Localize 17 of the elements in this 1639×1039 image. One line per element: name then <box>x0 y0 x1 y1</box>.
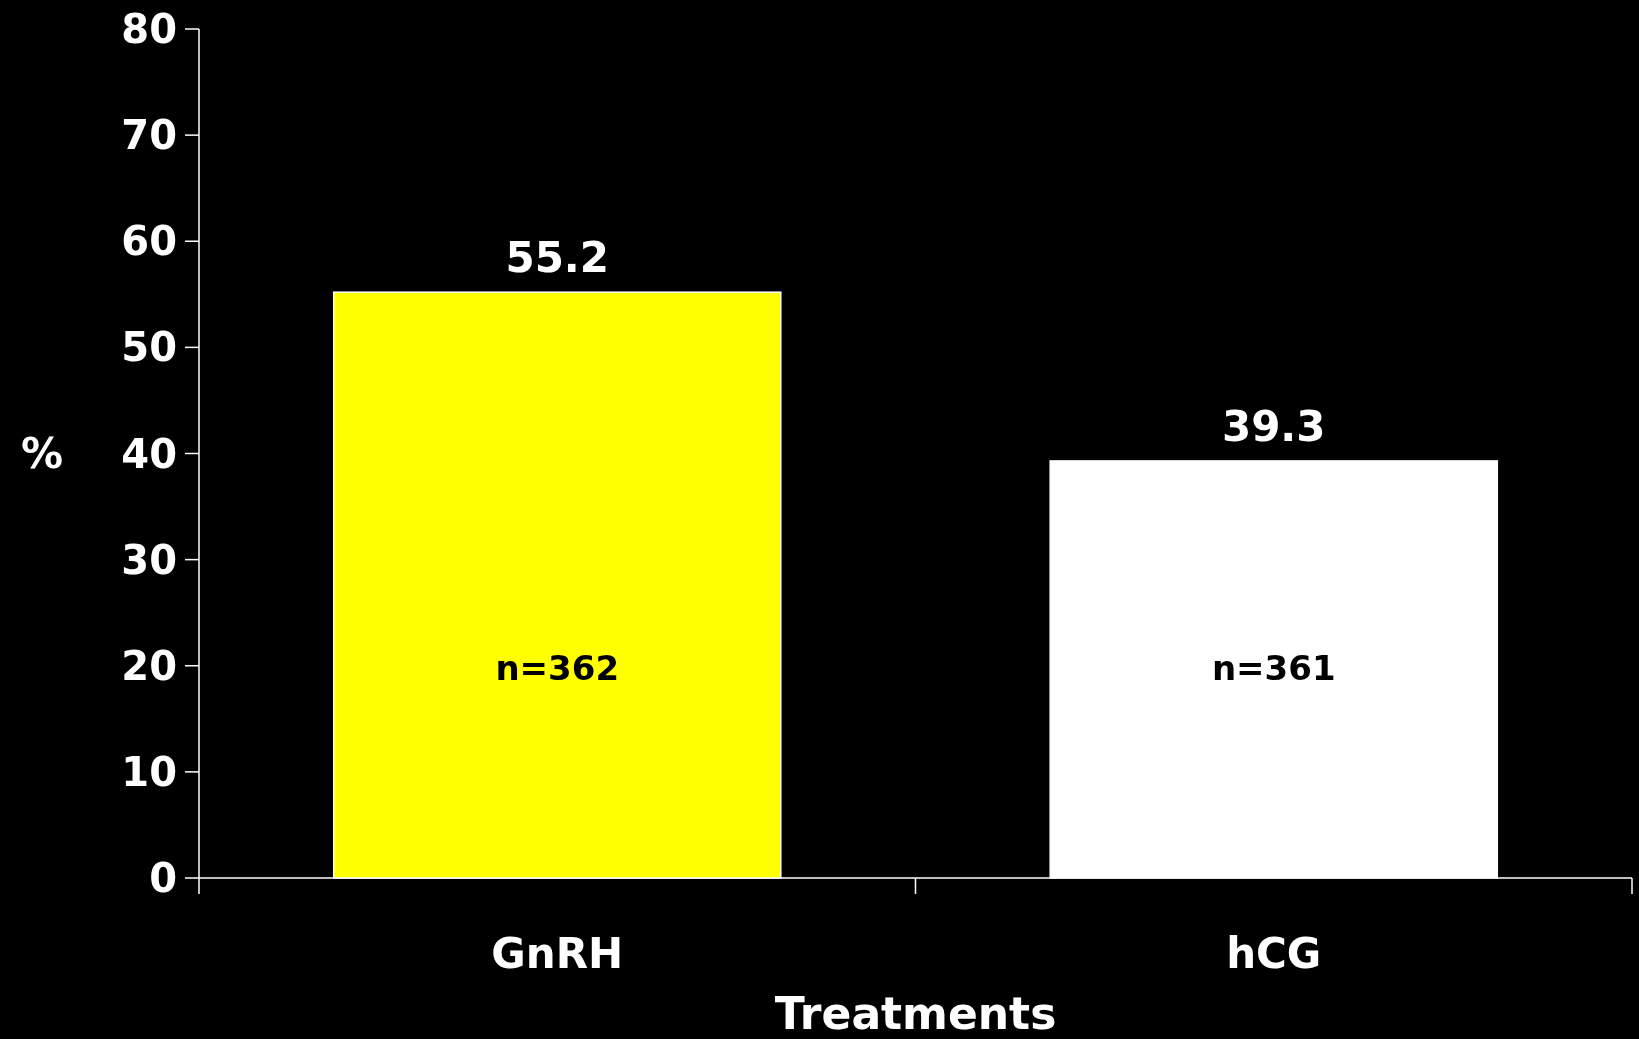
y-tick-label: 10 <box>121 748 177 795</box>
data-label: 39.3 <box>1221 401 1326 451</box>
y-tick-label: 40 <box>121 430 177 477</box>
y-axis-title: % <box>20 429 64 479</box>
y-tick-label: 70 <box>121 112 177 159</box>
y-tick-label: 80 <box>121 6 177 52</box>
x-axis-title: Treatments <box>774 988 1057 1039</box>
annotation: n=361 <box>1211 647 1336 688</box>
y-tick-label: 30 <box>121 536 177 583</box>
y-tick-label: 60 <box>121 218 177 265</box>
y-tick-label: 50 <box>121 324 177 371</box>
x-tick-label: hCG <box>1226 929 1322 978</box>
annotation: n=362 <box>495 647 620 688</box>
y-tick-label: 20 <box>121 642 177 689</box>
y-tick-label: 0 <box>149 855 177 901</box>
x-tick-label: GnRH <box>491 929 624 978</box>
data-label: 55.2 <box>505 233 610 283</box>
